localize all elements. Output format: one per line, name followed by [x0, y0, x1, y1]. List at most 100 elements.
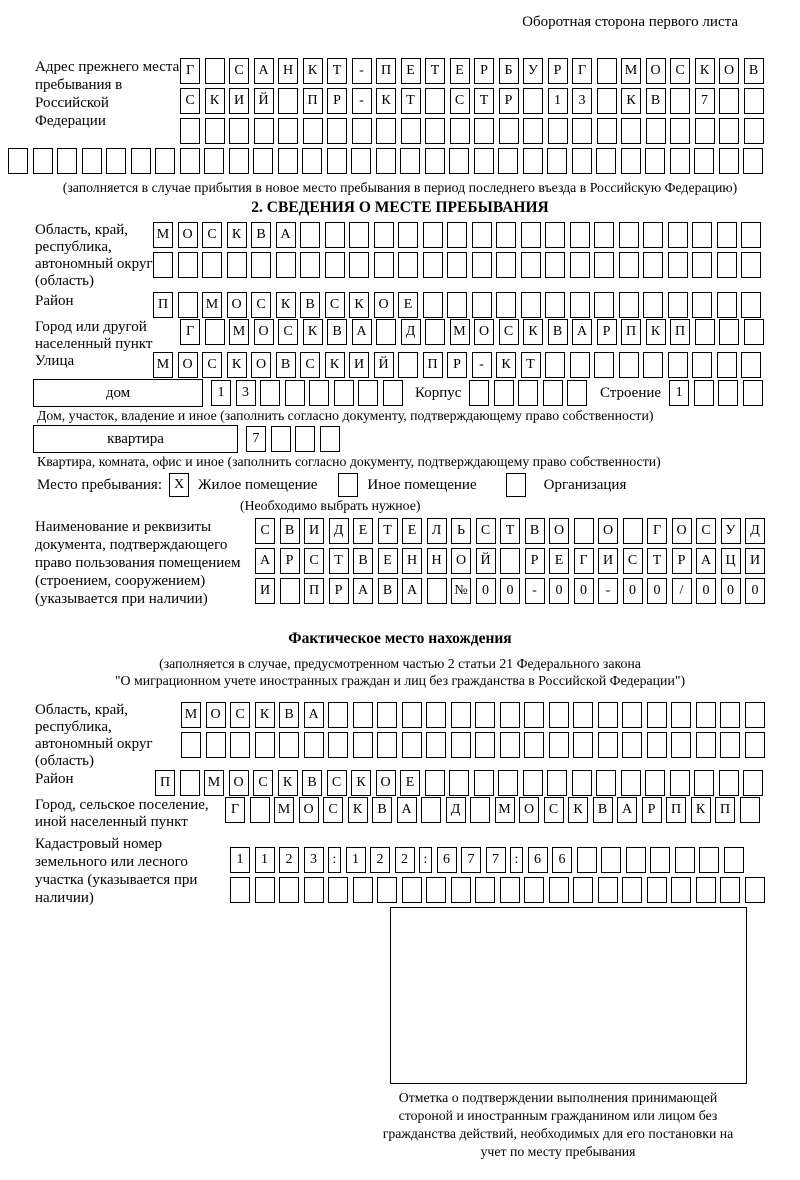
form-cell — [449, 148, 469, 174]
form-cell: В — [353, 548, 373, 574]
form-cell — [376, 118, 396, 144]
form-cell: Т — [500, 518, 520, 544]
form-cell — [597, 702, 618, 728]
form-cell — [349, 252, 369, 278]
form-cell: С — [278, 319, 298, 345]
form-cell: 0 — [500, 578, 520, 604]
form-cell — [471, 252, 492, 278]
form-cell — [670, 118, 690, 144]
form-cell: Е — [549, 548, 569, 574]
form-cell: К — [523, 319, 543, 345]
form-cell: 3 — [303, 847, 324, 873]
stroenie-cells: 1 — [669, 380, 767, 406]
form-cell — [496, 292, 516, 318]
form-cell — [230, 877, 250, 903]
form-cell: Д — [445, 797, 466, 823]
form-cell — [622, 877, 642, 903]
form-cell — [424, 148, 445, 174]
document-field: Наименование и реквизиты документа, подт… — [35, 518, 800, 630]
form-cell: Т — [647, 548, 667, 574]
form-cell — [377, 732, 397, 758]
form-cell — [278, 88, 298, 114]
form-cell — [202, 252, 222, 278]
form-cell: А — [253, 58, 274, 84]
form-cell — [695, 877, 716, 903]
form-cell — [622, 732, 642, 758]
form-cell: Г — [225, 797, 245, 823]
form-cell: И — [745, 548, 765, 574]
form-cell: 0 — [696, 578, 716, 604]
form-cell — [449, 118, 470, 144]
form-cell — [471, 222, 492, 248]
form-cell: 7 — [694, 88, 715, 114]
form-cell — [618, 352, 639, 378]
form-cell: Р — [279, 548, 300, 574]
form-cell — [646, 877, 667, 903]
form-cell — [180, 118, 200, 144]
form-cell — [426, 702, 446, 728]
korpus-cells — [469, 380, 592, 406]
form-cell — [620, 770, 641, 796]
form-cell: Р — [547, 58, 568, 84]
form-cell — [692, 352, 712, 378]
form-cell — [694, 118, 715, 144]
form-cell: О — [671, 518, 692, 544]
form-cell — [270, 426, 291, 452]
form-cell — [569, 352, 590, 378]
form-cell: Б — [498, 58, 519, 84]
form-cell — [375, 148, 396, 174]
form-cell: 1 — [211, 380, 231, 406]
form-cell — [401, 732, 422, 758]
form-cell — [694, 770, 714, 796]
form-cell: У — [523, 58, 543, 84]
form-cell: Д — [745, 518, 765, 544]
form-cell — [279, 732, 299, 758]
form-cell — [470, 797, 490, 823]
form-cell — [671, 702, 691, 728]
form-cell: М — [153, 222, 173, 248]
form-cell — [500, 548, 520, 574]
stay-type-note: (Необходимо выбрать нужное) — [240, 498, 421, 513]
form-cell — [471, 292, 492, 318]
form-cell — [424, 770, 445, 796]
form-cell — [450, 732, 471, 758]
form-cell: М — [204, 770, 224, 796]
form-cell: / — [671, 578, 692, 604]
form-cell: В — [645, 88, 666, 114]
form-cell: К — [302, 319, 323, 345]
form-cell: О — [298, 797, 319, 823]
form-cell: О — [645, 58, 666, 84]
form-cell — [671, 877, 691, 903]
form-cell: С — [696, 518, 716, 544]
form-cell: О — [719, 58, 739, 84]
form-cell: С — [498, 319, 519, 345]
form-cell: К — [226, 352, 247, 378]
form-cell: В — [251, 222, 271, 248]
form-cell: 2 — [370, 847, 390, 873]
form-cell — [475, 732, 495, 758]
form-cell — [569, 222, 590, 248]
form-cell: С — [300, 352, 320, 378]
form-cell — [742, 380, 763, 406]
stay-type-field: Место пребывания: X Жилое помещение Иное… — [37, 471, 800, 498]
form-cell: Д — [328, 518, 349, 544]
stamp-caption: Отметка о подтверждении выполнения прини… — [382, 1090, 734, 1159]
form-cell: У — [720, 518, 741, 544]
form-cell — [622, 518, 643, 544]
form-cell: С — [255, 518, 275, 544]
form-cell — [596, 88, 617, 114]
form-cell: Е — [353, 518, 373, 544]
form-cell: 3 — [235, 380, 256, 406]
form-cell — [524, 877, 544, 903]
actual-district-label: Район — [35, 771, 74, 787]
apartment-cells: 7 — [246, 426, 344, 452]
form-cell — [498, 770, 518, 796]
form-cell: О — [205, 702, 226, 728]
form-cell: Т — [328, 548, 349, 574]
form-cell — [155, 148, 175, 174]
